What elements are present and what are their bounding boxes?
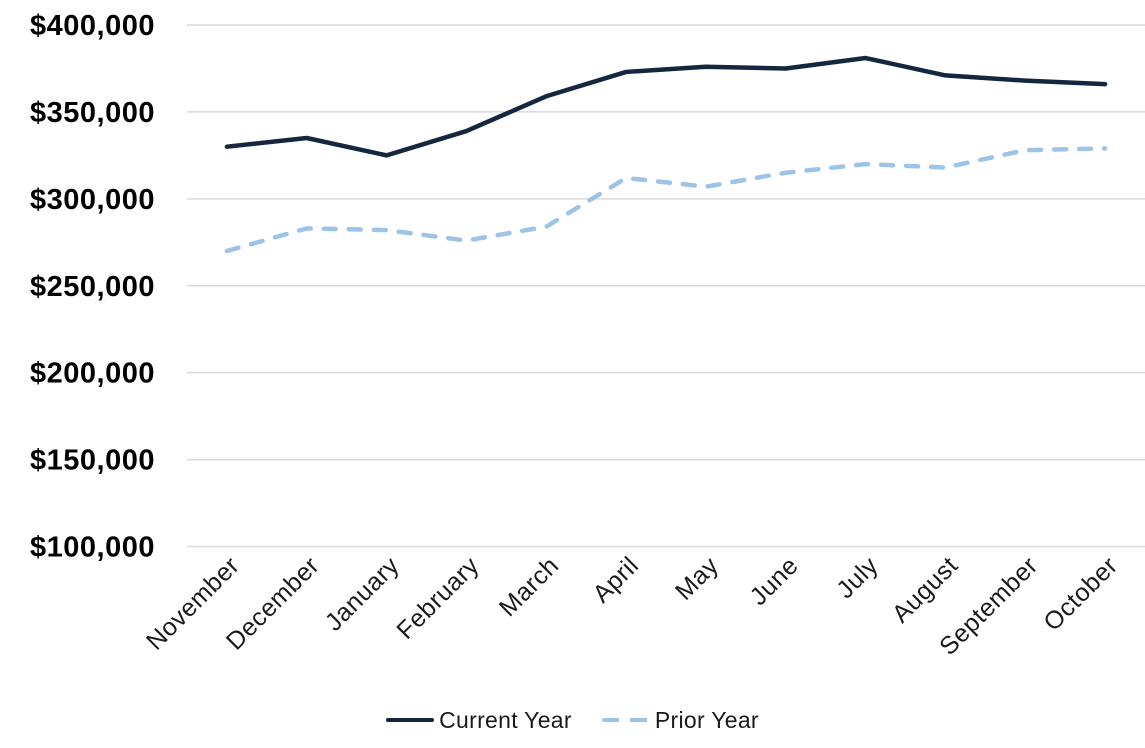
x-axis-tick-label: June [744,551,804,611]
y-axis-tick-label: $200,000 [30,358,155,390]
y-axis-tick-label: $300,000 [30,184,155,216]
x-axis-tick-label: August [887,551,964,628]
x-axis-tick-label: March [494,551,565,622]
y-axis-tick-label: $400,000 [30,10,155,42]
chart-legend: Current Year Prior Year [0,700,1145,740]
current-year-line-swatch [386,718,435,722]
legend-label-prior-year: Prior Year [654,706,759,733]
x-axis-tick-label: April [587,551,644,608]
series-line-current-year [224,55,1108,158]
x-axis-tick-label: February [391,551,484,644]
y-axis-tick-label: $150,000 [30,445,155,477]
y-axis-tick-label: $100,000 [30,532,155,564]
legend-item-prior-year: Prior Year [601,706,759,734]
line-chart-canvas: $400,000 $350,000 $300,000 $250,000 $200,000… [30,10,1145,661]
y-axis-tick-label: $250,000 [30,271,155,303]
x-axis-tick-label: October [1038,551,1123,636]
legend-item-current-year: Current Year [386,707,572,734]
y-axis-tick-label: $350,000 [30,97,155,129]
series-line-prior-year [224,146,1108,254]
legend-label-current-year: Current Year [439,706,572,733]
x-axis-tick-label: July [831,551,884,604]
x-axis-tick-label: May [670,551,724,605]
prior-year-line-swatch [601,718,650,722]
